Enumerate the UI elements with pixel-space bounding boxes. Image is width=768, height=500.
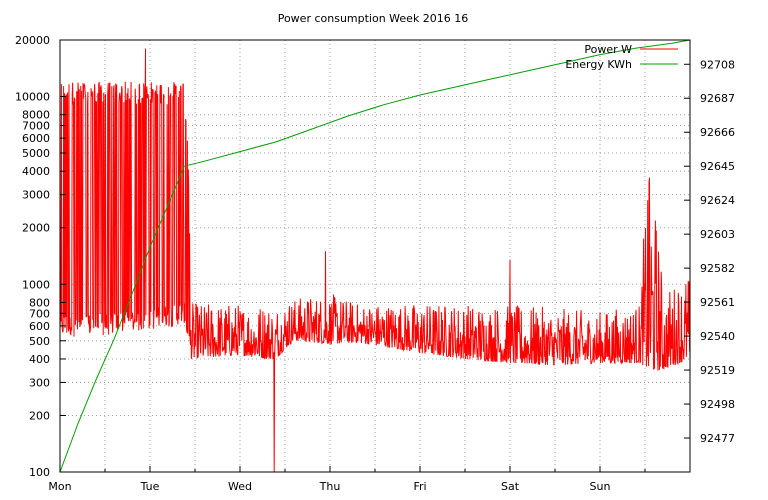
y-right-tick-label: 92561 [700, 296, 735, 309]
y-right-tick-label: 92708 [700, 58, 735, 71]
y-right-tick-label: 92687 [700, 92, 735, 105]
y-right-tick-label: 92624 [700, 194, 735, 207]
y-left-tick-label: 500 [29, 335, 50, 348]
x-tick-label: Sun [590, 480, 611, 493]
y-right-tick-label: 92603 [700, 228, 735, 241]
y-left-tick-label: 800 [29, 296, 50, 309]
x-tick-label: Wed [228, 480, 252, 493]
y-right-tick-label: 92519 [700, 364, 735, 377]
y-left-tick-label: 600 [29, 320, 50, 333]
series-power-line [59, 48, 691, 473]
y-left-tick-label: 5000 [22, 147, 50, 160]
axes: Mon Tue Wed Thu Fri Sat Sun1002003004005006007… [15, 34, 735, 493]
x-tick-label: Fri [413, 480, 426, 493]
y-right-tick-label: 92540 [700, 330, 735, 343]
y-left-tick-label: 300 [29, 376, 50, 389]
y-right-tick-label: 92582 [700, 262, 735, 275]
y-right-tick-label: 92498 [700, 398, 735, 411]
y-left-tick-label: 200 [29, 409, 50, 422]
legend-label: Power W [584, 43, 632, 56]
y-left-tick-label: 400 [29, 353, 50, 366]
legend-label: Energy KWh [565, 58, 632, 71]
series-area [59, 39, 691, 473]
y-right-tick-label: 92666 [700, 126, 735, 139]
y-left-tick-label: 6000 [22, 132, 50, 145]
x-tick-label: Sat [501, 480, 520, 493]
y-left-tick-label: 100 [29, 466, 50, 479]
y-left-tick-label: 7000 [22, 120, 50, 133]
legend: Power W Energy KWh [565, 43, 678, 71]
y-left-tick-label: 2000 [22, 222, 50, 235]
x-tick-label: Mon [48, 480, 71, 493]
y-left-tick-label: 700 [29, 307, 50, 320]
y-left-tick-label: 8000 [22, 109, 50, 122]
x-tick-label: Tue [140, 480, 160, 493]
y-left-tick-label: 3000 [22, 189, 50, 202]
y-right-tick-label: 92477 [700, 432, 735, 445]
y-left-tick-label: 1000 [22, 278, 50, 291]
y-left-tick-label: 10000 [15, 91, 50, 104]
x-tick-label: Thu [319, 480, 341, 493]
series-energy-line [59, 39, 691, 473]
chart-title: Power consumption Week 2016 16 [278, 12, 469, 25]
y-left-tick-label: 4000 [22, 165, 50, 178]
y-left-tick-label: 20000 [15, 34, 50, 47]
y-right-tick-label: 92645 [700, 160, 735, 173]
